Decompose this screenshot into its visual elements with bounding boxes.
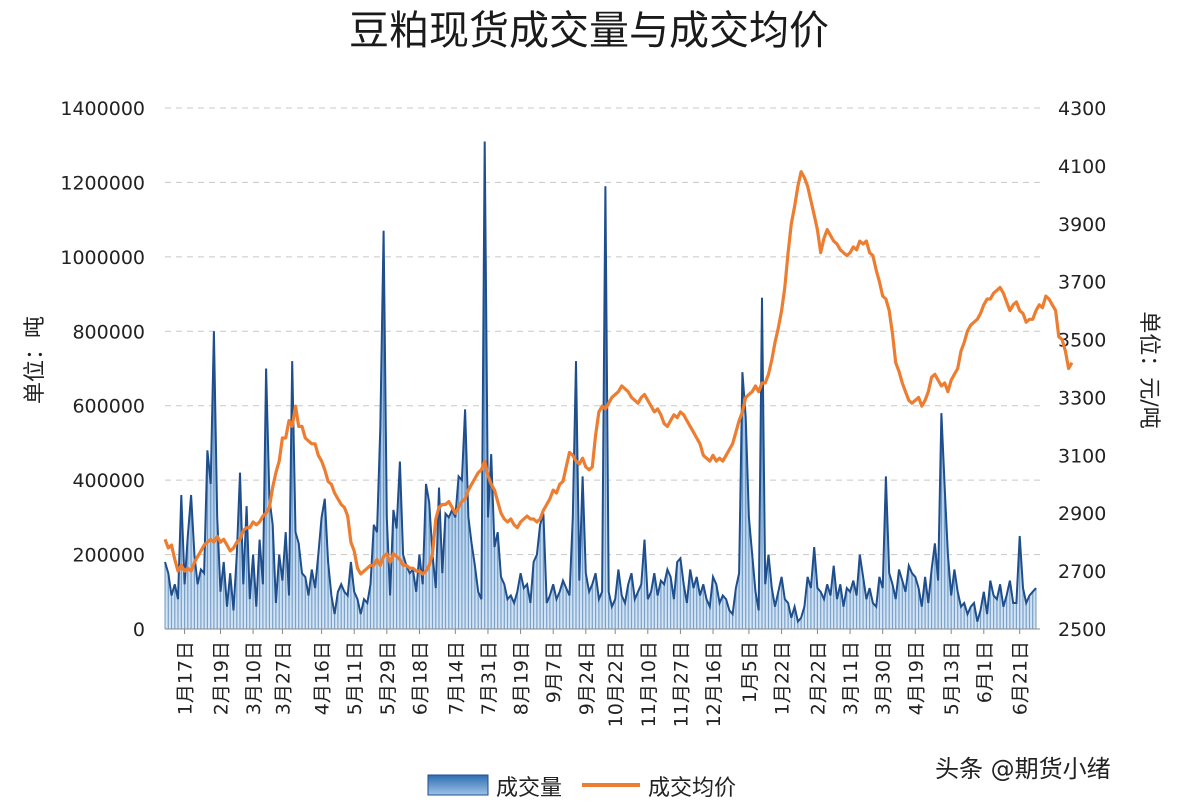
x-tick-label: 3月30日 bbox=[873, 641, 895, 715]
legend: 成交量 成交均价 bbox=[427, 774, 736, 801]
right-tick-label: 3100 bbox=[1058, 445, 1106, 467]
x-tick-label: 5月29日 bbox=[377, 641, 399, 715]
right-tick-label: 3300 bbox=[1058, 387, 1106, 409]
gridlines bbox=[165, 107, 1040, 556]
x-tick-label: 3月11日 bbox=[840, 641, 862, 715]
left-tick-label: 200000 bbox=[72, 545, 145, 567]
x-tick-label: 7月14日 bbox=[445, 641, 467, 715]
x-tick-label: 4月16日 bbox=[312, 641, 334, 715]
left-tick-label: 1200000 bbox=[60, 172, 145, 194]
right-axis-label: 单位：元/吨 bbox=[1136, 311, 1161, 428]
x-tick-label: 10月22日 bbox=[605, 641, 627, 727]
right-tick-label: 3700 bbox=[1058, 272, 1106, 294]
x-tick-label: 1月5日 bbox=[739, 641, 761, 703]
left-tick-label: 1000000 bbox=[60, 247, 145, 269]
x-tick-label: 9月7日 bbox=[543, 641, 565, 703]
right-tick-label: 3900 bbox=[1058, 214, 1106, 236]
x-tick-label: 1月22日 bbox=[772, 641, 794, 715]
legend-volume-label: 成交量 bbox=[496, 776, 562, 801]
left-axis-label: 单位：吨 bbox=[23, 316, 48, 404]
right-tick-label: 2500 bbox=[1058, 619, 1106, 641]
x-tick-label: 6月1日 bbox=[974, 641, 996, 703]
x-axis-ticks: 1月17日 2月19日 3月10日 3月27日 4月16日 5月11日 5月29日 6月18日… bbox=[175, 629, 1032, 727]
x-tick-label: 11月10日 bbox=[638, 641, 660, 727]
x-tick-label: 5月13日 bbox=[941, 641, 963, 715]
x-tick-label: 11月27日 bbox=[670, 641, 692, 727]
left-axis-ticks: 0 200000 400000 600000 800000 1000000 1200000 1… bbox=[60, 98, 145, 641]
x-tick-label: 4月19日 bbox=[905, 641, 927, 715]
right-tick-label: 4100 bbox=[1058, 156, 1106, 178]
volume-series bbox=[164, 141, 1037, 629]
left-tick-label: 800000 bbox=[72, 321, 145, 343]
right-tick-label: 2900 bbox=[1058, 503, 1106, 525]
left-tick-label: 1400000 bbox=[60, 98, 145, 120]
right-tick-label: 4300 bbox=[1058, 98, 1106, 120]
x-tick-label: 9月24日 bbox=[576, 641, 598, 715]
x-tick-label: 6月18日 bbox=[409, 641, 431, 715]
right-axis-ticks: 2500 2700 2900 3100 3300 3500 3700 3900 4100 4300 bbox=[1058, 98, 1106, 641]
x-tick-label: 7月31日 bbox=[478, 641, 500, 715]
x-tick-label: 3月27日 bbox=[272, 641, 294, 715]
x-tick-label: 2月22日 bbox=[807, 641, 829, 715]
x-tick-label: 3月10日 bbox=[243, 641, 265, 715]
right-tick-label: 2700 bbox=[1058, 561, 1106, 583]
price-series bbox=[163, 170, 1074, 576]
chart-title: 豆粕现货成交量与成交均价 bbox=[349, 8, 829, 54]
right-tick-label: 3500 bbox=[1058, 330, 1106, 352]
left-tick-label: 400000 bbox=[72, 470, 145, 492]
volume-area bbox=[165, 141, 1036, 629]
x-tick-label: 6月21日 bbox=[1010, 641, 1032, 715]
left-tick-label: 600000 bbox=[72, 396, 145, 418]
x-tick-label: 2月19日 bbox=[211, 641, 233, 715]
watermark: 头条 @期货小绪 bbox=[935, 755, 1111, 783]
volume-outline bbox=[164, 141, 1037, 624]
left-tick-label: 0 bbox=[133, 619, 145, 641]
price-line bbox=[163, 170, 1074, 576]
x-tick-label: 1月17日 bbox=[175, 641, 197, 715]
x-tick-label: 12月16日 bbox=[703, 641, 725, 727]
legend-price-label: 成交均价 bbox=[648, 776, 736, 801]
x-tick-label: 8月19日 bbox=[511, 641, 533, 715]
x-tick-label: 5月11日 bbox=[344, 641, 366, 715]
legend-volume-swatch bbox=[427, 774, 489, 796]
